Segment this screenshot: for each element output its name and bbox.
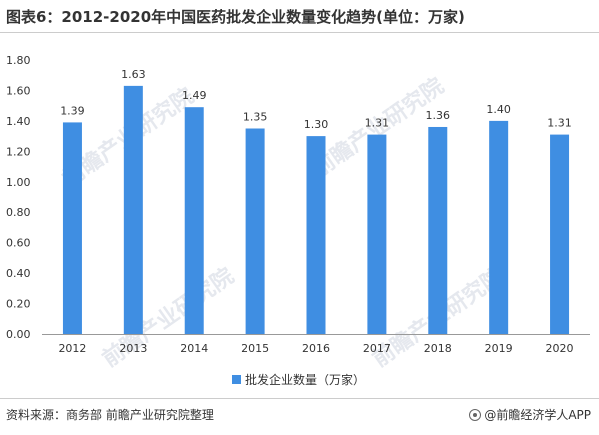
y-tick-label: 0.80 [6,206,31,219]
y-tick-label: 0.20 [6,298,31,311]
bar-chart: 0.00 0.20 0.40 0.60 0.80 1.00 1.20 1.40 1.60 1.80… [6,54,590,355]
data-label: 1.31 [365,117,390,130]
data-label: 1.31 [547,117,572,130]
x-tick-label: 2017 [363,342,391,355]
y-tick-label: 0.60 [6,237,31,250]
bar [306,136,326,334]
y-tick-label: 1.00 [6,176,31,189]
x-tick-label: 2016 [302,342,330,355]
legend-label: 批发企业数量（万家） [245,373,366,387]
y-tick-label: 1.80 [6,54,31,67]
x-tick-label: 2020 [546,342,574,355]
footer-divider [0,398,599,399]
brand-credit: @前瞻经济学人APP [469,406,591,423]
bar [550,134,570,334]
legend-swatch [232,375,241,384]
bar [367,134,387,334]
data-label: 1.63 [121,68,146,81]
y-tick-label: 0.40 [6,267,31,280]
x-tick-label: 2015 [241,342,269,355]
y-tick-label: 1.40 [6,115,31,128]
bar [123,85,143,334]
data-label: 1.49 [182,89,207,102]
x-tick-label: 2014 [180,342,208,355]
brand-logo-icon [469,408,482,421]
y-tick-label: 1.60 [6,84,31,97]
bar [489,120,509,334]
data-label: 1.35 [243,111,268,124]
x-tick-label: 2013 [119,342,147,355]
x-tick-label: 2019 [485,342,513,355]
y-tick-label: 1.20 [6,145,31,158]
data-label: 1.30 [304,118,329,131]
chart-title: 图表6：2012-2020年中国医药批发企业数量变化趋势(单位：万家) [6,8,465,26]
bar [184,107,204,334]
legend: 批发企业数量（万家） [232,371,365,388]
bar [62,122,82,335]
data-label: 1.40 [486,103,511,116]
y-tick-label: 0.00 [6,328,31,341]
brand-label: @前瞻经济学人APP [484,408,591,422]
bar [428,126,448,334]
title-divider [0,32,599,33]
x-tick-label: 2012 [58,342,86,355]
source-note: 资料来源：商务部 前瞻产业研究院整理 [6,408,214,422]
data-label: 1.36 [426,109,451,122]
bar [245,128,265,334]
x-tick-label: 2018 [424,342,452,355]
data-label: 1.39 [60,104,85,117]
